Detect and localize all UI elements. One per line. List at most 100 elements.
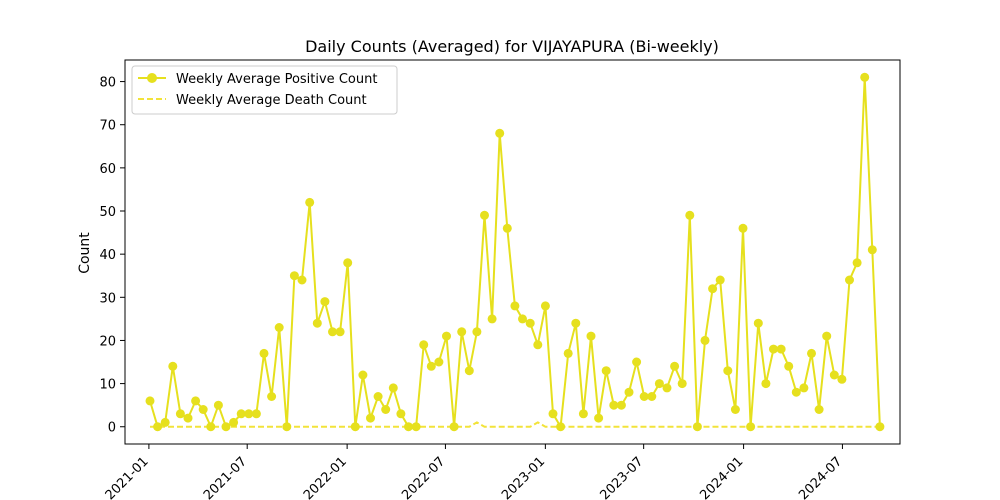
y-axis-label: Count — [77, 232, 93, 274]
plot-frame — [124, 59, 901, 445]
data-point-positive — [366, 413, 375, 423]
data-point-positive — [616, 400, 626, 410]
data-point-positive — [297, 275, 307, 285]
data-point-positive — [518, 314, 527, 324]
data-point-positive — [312, 318, 322, 328]
data-point-positive — [267, 392, 277, 401]
data-point-positive — [829, 370, 839, 380]
data-point-positive — [730, 405, 740, 414]
data-point-positive — [548, 409, 558, 419]
data-point-positive — [670, 361, 680, 371]
data-point-positive — [206, 422, 216, 432]
y-tick-label: 30 — [99, 291, 116, 306]
data-point-positive — [578, 409, 588, 419]
data-point-positive — [487, 314, 497, 324]
data-point-positive — [160, 417, 170, 427]
data-point-positive — [244, 409, 254, 419]
x-tick-label: 2021-01 — [103, 454, 152, 500]
data-point-positive — [145, 396, 155, 406]
data-point-positive — [388, 383, 398, 393]
x-tick-label: 2022-07 — [399, 454, 448, 500]
data-point-positive — [335, 327, 345, 337]
data-point-positive — [769, 344, 778, 354]
plot-area — [145, 72, 885, 432]
data-point-positive — [845, 275, 854, 285]
x-tick-label: 2021-07 — [201, 454, 250, 500]
data-point-positive — [784, 361, 794, 371]
data-point-positive — [213, 400, 223, 410]
data-point-positive — [510, 301, 520, 311]
data-point-positive — [700, 335, 710, 345]
series-line-positive — [149, 77, 881, 430]
data-point-positive — [442, 331, 451, 341]
data-point-positive — [289, 271, 299, 281]
legend-box — [131, 65, 398, 115]
y-tick-label: 60 — [99, 162, 116, 177]
y-tick-label: 50 — [99, 205, 116, 220]
data-point-positive — [350, 422, 360, 432]
data-point-positive — [320, 297, 330, 307]
data-point-positive — [852, 258, 862, 268]
data-point-positive — [556, 422, 566, 432]
data-point-positive — [753, 318, 763, 328]
data-point-positive — [525, 318, 535, 328]
data-point-positive — [723, 366, 733, 376]
data-point-positive — [434, 357, 444, 367]
data-point-positive — [282, 422, 292, 432]
x-tick-label: 2024-01 — [697, 454, 746, 500]
x-tick-label: 2023-07 — [597, 454, 646, 500]
data-point-positive — [251, 409, 261, 419]
data-point-positive — [594, 413, 604, 423]
series-line-death — [150, 421, 880, 428]
data-point-positive — [381, 405, 391, 414]
data-point-positive — [692, 422, 702, 432]
chart-title: Daily Counts (Averaged) for VIJAYAPURA (… — [305, 37, 719, 56]
data-point-positive — [624, 387, 634, 397]
legend: Weekly Average Positive Count Weekly Ave… — [131, 65, 398, 115]
x-tick-label: 2022-01 — [301, 454, 350, 500]
data-point-positive — [221, 422, 231, 432]
data-point-positive — [229, 417, 239, 427]
data-point-positive — [533, 340, 543, 350]
data-point-positive — [563, 348, 573, 358]
x-tick-label: 2023-01 — [499, 454, 548, 500]
data-point-positive — [198, 405, 208, 414]
legend-marker-positive — [147, 73, 157, 83]
data-point-positive — [814, 405, 824, 414]
data-point-positive — [837, 374, 847, 384]
y-tick-label: 40 — [99, 248, 116, 263]
data-point-positive — [426, 361, 436, 371]
data-point-positive — [860, 72, 870, 82]
data-point-positive — [822, 331, 832, 341]
data-point-positive — [875, 422, 885, 432]
data-point-positive — [807, 348, 816, 358]
data-point-positive — [746, 422, 756, 432]
data-point-positive — [449, 422, 459, 432]
data-point-positive — [404, 422, 413, 432]
data-point-positive — [791, 387, 801, 397]
data-point-positive — [867, 245, 877, 255]
data-point-positive — [654, 379, 664, 389]
y-tick-label: 20 — [99, 334, 116, 349]
data-point-positive — [715, 275, 725, 285]
data-point-positive — [685, 210, 695, 220]
data-point-positive — [540, 301, 550, 311]
data-point-positive — [609, 400, 619, 410]
data-point-positive — [632, 357, 642, 367]
legend-label-death: Weekly Average Death Count — [176, 93, 367, 108]
data-point-positive — [305, 197, 315, 207]
data-point-positive — [411, 422, 421, 432]
data-point-positive — [175, 409, 185, 419]
data-point-positive — [457, 327, 467, 337]
data-point-positive — [495, 128, 505, 138]
data-point-positive — [799, 383, 809, 393]
y-tick-label: 0 — [108, 421, 116, 436]
data-point-positive — [373, 392, 383, 401]
data-point-positive — [586, 331, 596, 341]
data-point-positive — [396, 409, 406, 419]
x-tick-label: 2024-07 — [796, 454, 845, 500]
data-point-positive — [464, 366, 474, 376]
data-point-positive — [259, 348, 269, 358]
